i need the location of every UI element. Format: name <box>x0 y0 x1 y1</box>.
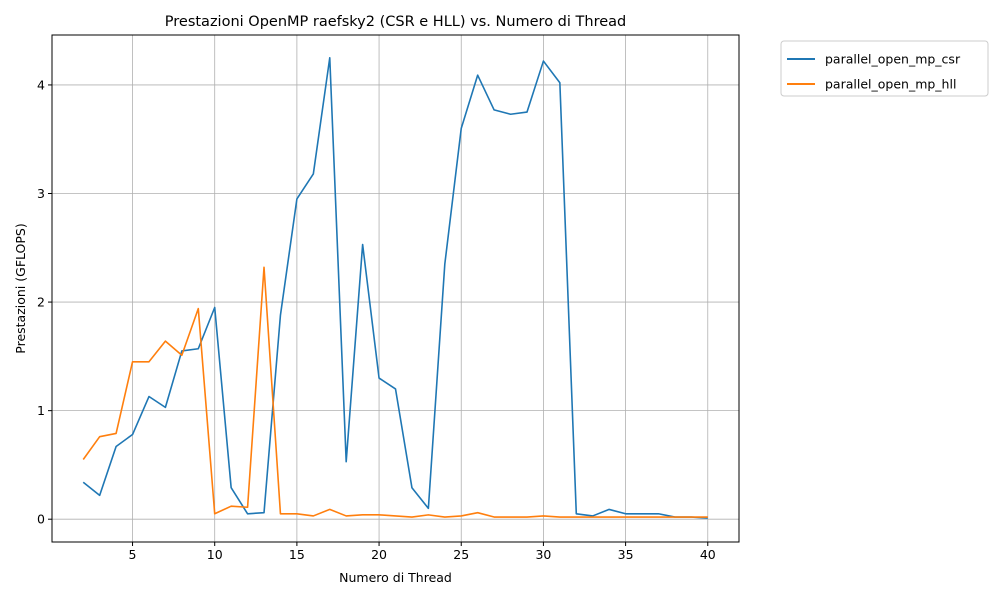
x-tick-label: 35 <box>618 547 634 562</box>
series-line-parallel_open_mp_hll <box>82 266 708 518</box>
y-axis-label: Prestazioni (GFLOPS) <box>13 223 28 353</box>
series-line-parallel_open_mp_csr <box>82 56 708 519</box>
y-tick-label: 1 <box>37 403 45 418</box>
y-tick-label: 0 <box>37 512 45 527</box>
legend-box <box>780 40 989 97</box>
x-tick-label: 10 <box>207 547 223 562</box>
legend: parallel_open_mp_csr parallel_open_mp_hl… <box>780 40 989 97</box>
y-tick-label: 4 <box>37 77 45 92</box>
x-tick-label: 30 <box>535 547 551 562</box>
axis-ticks: 5 10 15 20 25 30 35 40 0 1 2 3 4 <box>37 77 716 562</box>
x-tick-label: 40 <box>700 547 716 562</box>
x-tick-label: 25 <box>453 547 469 562</box>
legend-label-hll: parallel_open_mp_hll <box>825 77 956 92</box>
grid <box>52 35 739 542</box>
x-tick-label: 20 <box>371 547 387 562</box>
x-tick-label: 15 <box>289 547 305 562</box>
x-tick-label: 5 <box>129 547 137 562</box>
x-axis-label: Numero di Thread <box>339 570 452 585</box>
series-lines <box>82 56 708 519</box>
y-tick-label: 3 <box>37 186 45 201</box>
chart-title: Prestazioni OpenMP raefsky2 (CSR e HLL) … <box>165 14 626 30</box>
legend-label-csr: parallel_open_mp_csr <box>825 52 961 67</box>
plot-area <box>51 34 740 543</box>
y-tick-label: 2 <box>37 295 45 310</box>
